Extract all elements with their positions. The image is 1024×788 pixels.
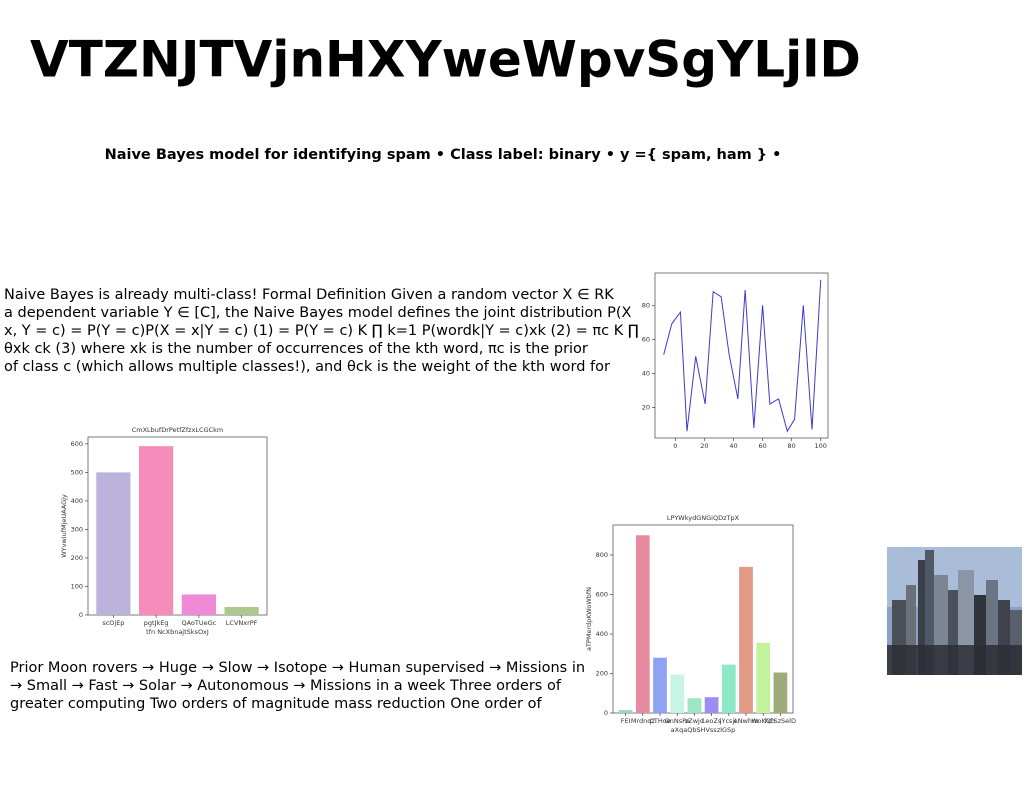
x-tick-label: LeoZs xyxy=(702,717,722,725)
x-tick-label: LCVNxrPF xyxy=(226,619,258,627)
y-tick-label: 0 xyxy=(604,709,608,717)
city-photo xyxy=(887,547,1022,675)
x-tick-label: FEI xyxy=(621,717,631,725)
plot-frame xyxy=(612,524,794,714)
x-tick-label: scOjEp xyxy=(102,619,124,627)
plot-frame xyxy=(87,436,268,616)
x-axis-label: aXqaQbSHVsszIGSp xyxy=(671,726,736,734)
x-tick-label: hCSzSelD xyxy=(765,717,796,725)
y-axis-label: WYvwiufMjeUAAGjy xyxy=(60,494,68,558)
x-tick-label: 100 xyxy=(815,442,827,450)
x-tick-label: WoKQh xyxy=(751,717,775,725)
bar xyxy=(756,642,771,713)
bar xyxy=(618,710,633,713)
chart-title: CmXLbufDrPetfZfzxLCGCkm xyxy=(132,426,224,434)
y-tick-label: 800 xyxy=(596,551,608,559)
y-tick-label: 20 xyxy=(642,403,650,411)
x-tick-label: pgtJkEg xyxy=(144,619,169,627)
x-tick-label: CTHoe xyxy=(649,717,670,725)
paragraph-line: a dependent variable Y ∈ [C], the Naive … xyxy=(4,305,632,321)
x-tick-label: 60 xyxy=(758,442,766,450)
paragraph-line: θxk ck (3) where xk is the number of occ… xyxy=(4,341,588,357)
paragraph-line: Prior Moon rovers → Huge → Slow → Isotop… xyxy=(10,660,585,676)
slide-title: VTZNJTVjnHXYweWpvSgYLjlD xyxy=(30,31,861,89)
bar xyxy=(635,535,650,713)
chart: 0 100 200 300 400 500 600 CmXLbufDrPetfZfzxLCGC… xyxy=(60,426,268,636)
y-tick-label: 200 xyxy=(71,554,83,562)
chart: 0 200 400 600 800 LPYWkydGNGiQDzTpX aXqaQbSHVs… xyxy=(585,514,796,734)
y-tick-label: 200 xyxy=(596,670,608,678)
x-tick-label: zZwjd xyxy=(685,717,704,725)
bar xyxy=(773,672,788,713)
y-tick-label: 600 xyxy=(596,591,608,599)
paragraph-line: greater computing Two orders of magnitud… xyxy=(10,696,542,712)
bar xyxy=(96,472,131,615)
y-tick-label: 600 xyxy=(71,440,83,448)
paragraph-line: Naive Bayes is already multi-class! Form… xyxy=(4,287,614,303)
x-tick-label: 0 xyxy=(673,442,677,450)
bar xyxy=(739,566,753,713)
chart-title: LPYWkydGNGiQDzTpX xyxy=(667,514,740,522)
paragraph-line: of class c (which allows multiple classe… xyxy=(4,359,610,375)
line-series xyxy=(663,279,822,433)
x-tick-label: QAoTUeGc xyxy=(181,619,216,627)
y-tick-label: 80 xyxy=(642,301,650,309)
y-tick-label: 300 xyxy=(71,525,83,533)
y-axis-label: aTPMerdpKWoWbfN xyxy=(585,587,593,651)
y-tick-label: 40 xyxy=(642,369,650,377)
x-axis-label: tfn NcXbnajtSksOxJ xyxy=(146,628,209,636)
y-tick-label: 400 xyxy=(596,630,608,638)
paragraph-line: x, Y = c) = P(Y = c)P(X = x|Y = c) (1) =… xyxy=(4,323,639,339)
y-tick-label: 500 xyxy=(71,468,83,476)
x-tick-label: jYcsjL xyxy=(719,717,739,725)
x-tick-label: 40 xyxy=(729,442,737,450)
bar xyxy=(704,697,719,713)
slide-subtitle: Naive Bayes model for identifying spam •… xyxy=(105,147,782,163)
bar xyxy=(687,698,702,713)
x-tick-label: 80 xyxy=(788,442,796,450)
bar xyxy=(721,664,736,713)
x-tick-label: eNwhm xyxy=(734,717,759,725)
chart: 20 40 60 80 0 20 40 60 80 100 xyxy=(642,272,829,450)
x-tick-label: 20 xyxy=(700,442,708,450)
x-tick-label: OnNsPe xyxy=(665,717,690,725)
bar xyxy=(653,657,667,713)
y-tick-label: 100 xyxy=(71,582,83,590)
y-tick-label: 0 xyxy=(79,611,83,619)
y-tick-label: 60 xyxy=(642,335,650,343)
x-tick-label: Mrdnqz xyxy=(631,717,656,725)
bar xyxy=(670,674,685,713)
bar xyxy=(181,594,216,615)
bar xyxy=(224,607,259,615)
bar xyxy=(139,446,174,615)
y-tick-label: 400 xyxy=(71,497,83,505)
plot-frame xyxy=(654,272,829,439)
paragraph-line: → Small → Fast → Solar → Autonomous → Mi… xyxy=(10,678,562,694)
